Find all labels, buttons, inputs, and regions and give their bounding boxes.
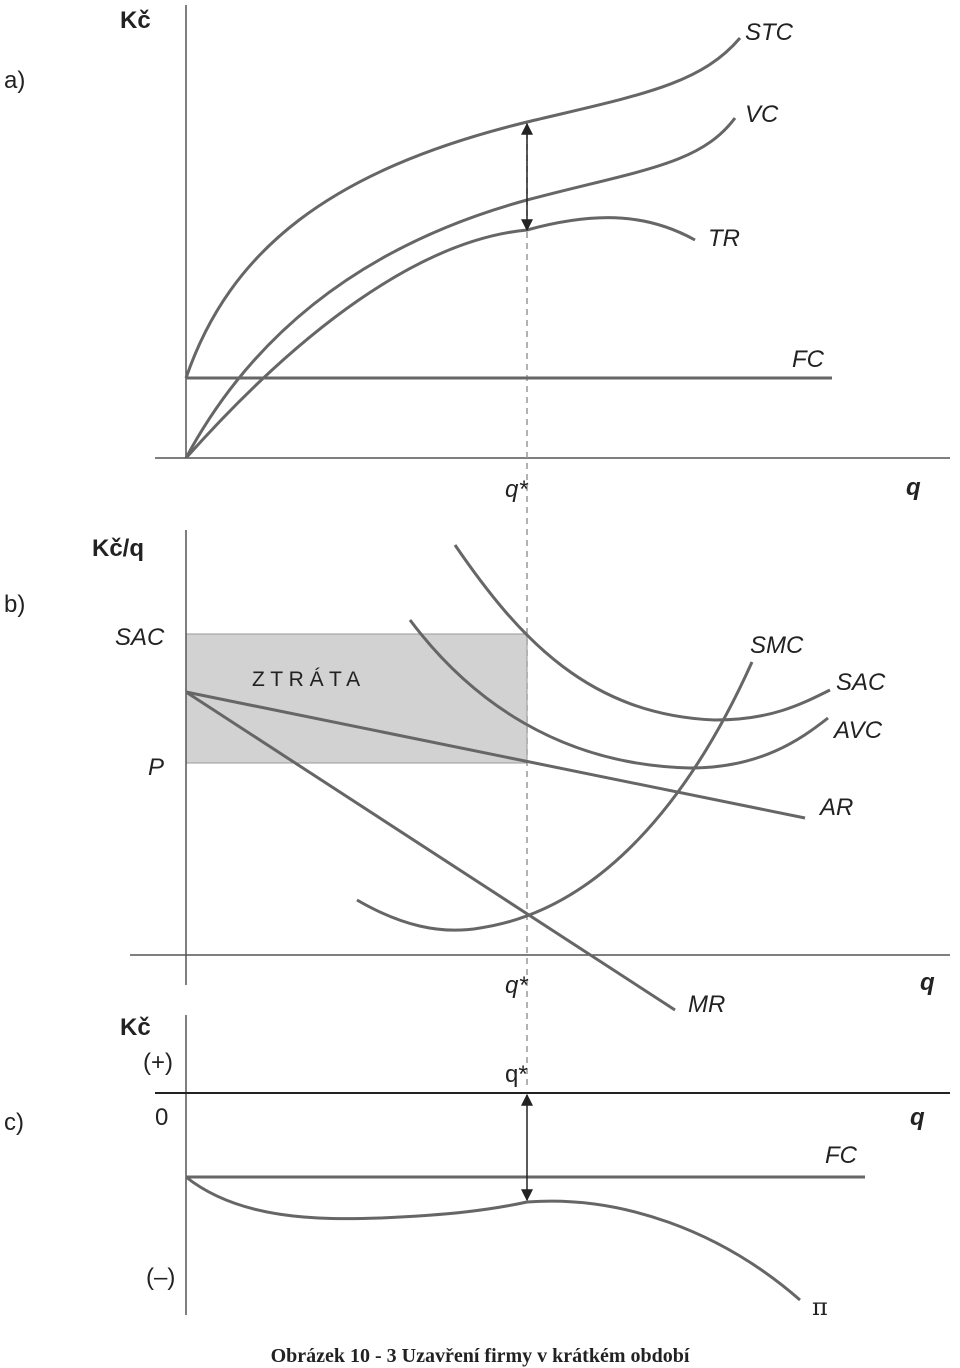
y-axis-label: Kč (120, 7, 151, 34)
sac-curve (453, 544, 831, 722)
curve-label: SAC (836, 669, 886, 696)
avc-curve (408, 619, 829, 770)
y-axis-label: Kč (120, 1014, 151, 1041)
panel-b: b) Kč/q SAC P Z T R Á T A SMC SAC AVC AR… (4, 530, 950, 1018)
curve-label: VC (745, 101, 779, 128)
curve-label: AR (818, 794, 853, 821)
y-axis-label: Kč/q (92, 535, 144, 562)
curve-label: FC (792, 346, 825, 373)
x-axis-label: q (906, 474, 921, 501)
q-star-label: q* (505, 972, 528, 999)
curve-label: STC (745, 19, 794, 46)
panel-c: c) Kč (+) 0 (–) q* q FC π (4, 1014, 950, 1321)
vc-curve (184, 117, 737, 459)
x-axis-label: q (910, 1104, 925, 1131)
panel-label: b) (4, 591, 25, 618)
curve-label: FC (825, 1142, 858, 1169)
curve-label: π (812, 1293, 828, 1321)
y-mark: (+) (143, 1049, 173, 1076)
stc-curve (184, 37, 742, 379)
mr-curve (185, 690, 676, 1012)
panel-label: c) (4, 1109, 24, 1136)
caption: Obrázek 10 - 3 Uzavření firmy v krátkém … (271, 1345, 690, 1367)
x-axis-label: q (920, 969, 935, 996)
curve-label: MR (688, 991, 725, 1018)
y-mark: P (148, 754, 164, 781)
tr-curve (184, 216, 696, 459)
ar-curve (185, 690, 806, 820)
y-mark: SAC (115, 624, 165, 651)
smc-curve (356, 661, 754, 932)
curve-label: SMC (750, 632, 804, 659)
loss-area (185, 633, 528, 764)
q-star-label: q* (505, 476, 528, 503)
profit-curve (185, 1175, 801, 1302)
y-mark: 0 (155, 1104, 168, 1131)
curve-label: AVC (832, 717, 883, 744)
y-mark: (–) (146, 1264, 175, 1291)
panel-a: a) Kč STC VC TR FC q* q (4, 5, 950, 1085)
q-star-label: q* (505, 1061, 528, 1088)
panel-label: a) (4, 67, 25, 94)
curve-label: TR (708, 225, 740, 252)
area-label: Z T R Á T A (252, 668, 360, 691)
